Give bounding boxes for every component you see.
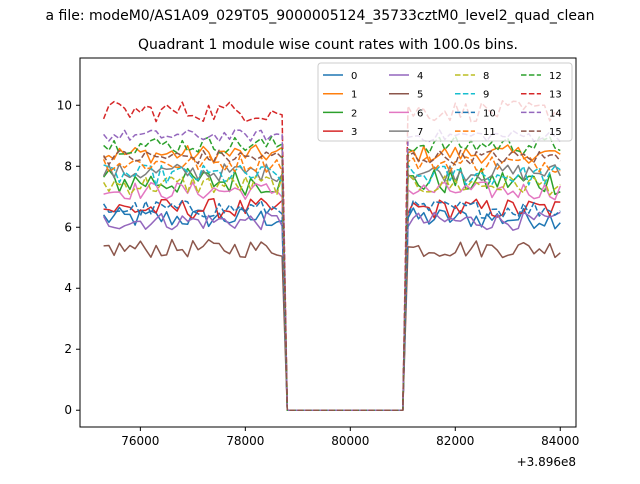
chart-title: Quadrant 1 module wise count rates with … [138,37,518,53]
y-tick-label: 0 [64,403,72,417]
series-line-9 [103,164,561,411]
legend-label-11: 11 [483,127,496,138]
legend-box [317,62,573,142]
y-tick-label: 2 [64,342,72,356]
x-tick-label: 78000 [226,434,264,448]
series-line-10 [102,199,561,411]
legend-label-3: 3 [351,127,357,138]
x-tick-label: 84000 [541,434,579,448]
y-axis: 0 2 4 6 8 10 [57,98,80,417]
axes-frame [79,57,577,428]
legend-label-9: 9 [483,90,489,101]
legend-label-13: 13 [549,90,562,101]
legend-label-7: 7 [417,127,423,138]
x-tick-label: 80000 [331,434,369,448]
series-line-4 [102,211,561,411]
series-line-15 [102,149,561,411]
legend-label-5: 5 [417,90,423,101]
legend-label-10: 10 [483,108,496,119]
legend-label-12: 12 [549,71,562,82]
y-tick-label: 6 [64,220,72,234]
legend-label-8: 8 [483,71,489,82]
x-tick-label: 82000 [436,434,474,448]
x-tick-label: 76000 [121,434,159,448]
legend-label-2: 2 [351,108,357,119]
y-tick-label: 8 [64,159,72,173]
series-line-1 [103,144,561,411]
series-line-5 [103,238,561,411]
legend-label-1: 1 [351,90,357,101]
legend-label-4: 4 [417,71,423,82]
legend-label-6: 6 [417,108,423,119]
legend-label-14: 14 [549,108,562,119]
figure-suptitle: a file: modeM0/AS1A09_029T05_9000005124_… [46,8,595,24]
series-line-0 [102,206,561,411]
series-lines [102,100,561,411]
y-tick-label: 4 [64,281,72,295]
series-line-12 [103,135,561,411]
legend-label-15: 15 [549,127,562,138]
y-tick-label: 10 [57,98,72,112]
x-axis: 76000 78000 80000 82000 84000 [121,427,579,448]
series-line-6 [103,181,561,411]
legend-label-0: 0 [351,71,357,82]
x-axis-offset-label: +3.896e8 [517,455,576,469]
series-line-3 [103,197,561,411]
